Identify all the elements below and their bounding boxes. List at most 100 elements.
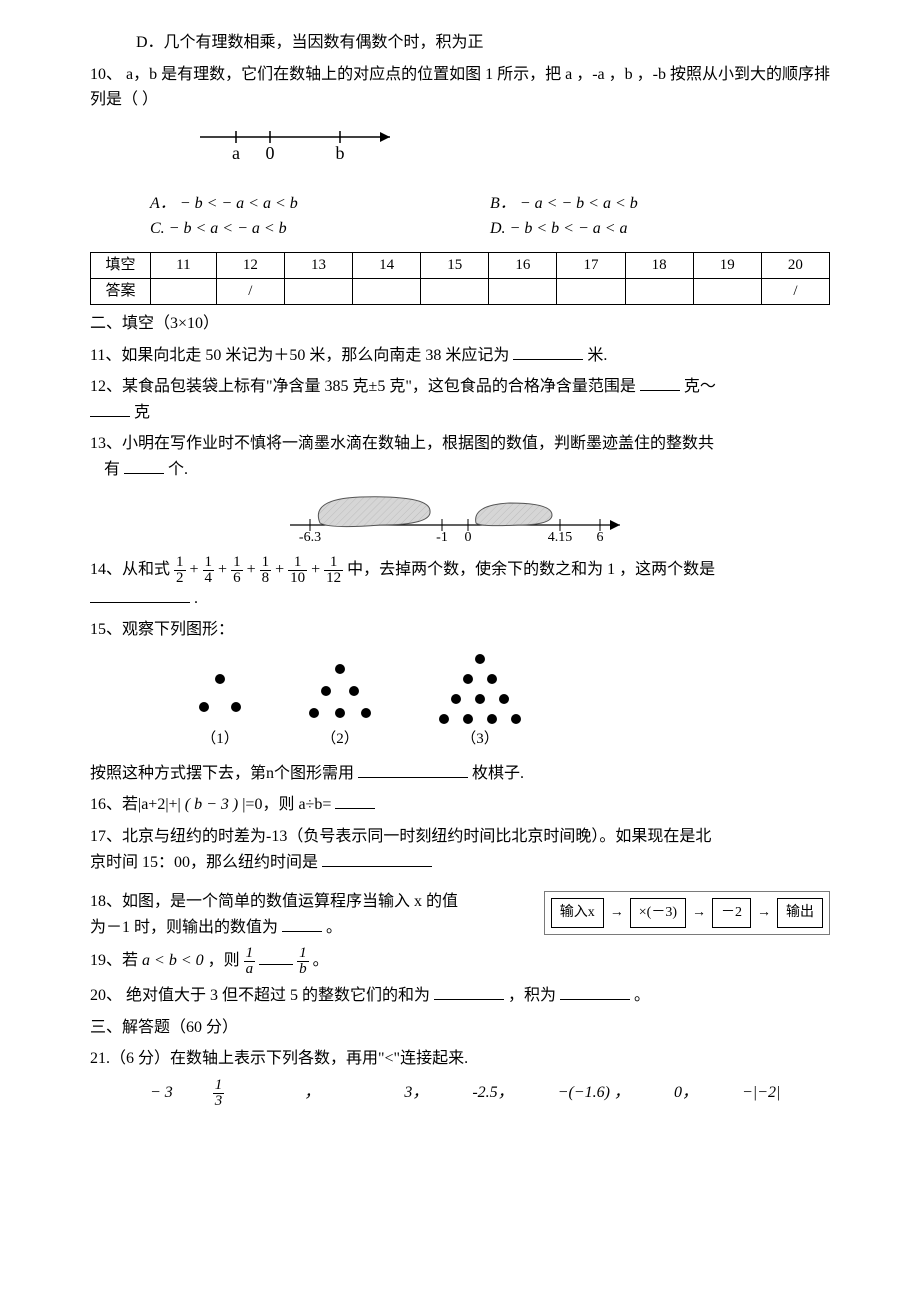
axis-label: 0 — [465, 530, 472, 545]
q10-opta: A． − b < − a < a < b — [150, 191, 490, 217]
q12-post: 克 — [134, 404, 150, 421]
q12-blank2[interactable] — [90, 401, 130, 417]
q10-optd: D. − b < b < − a < a — [490, 216, 830, 242]
table-cell: 17 — [557, 252, 625, 278]
table-cell — [151, 278, 217, 304]
q16-blank[interactable] — [335, 793, 375, 809]
table-cell: / — [761, 278, 829, 304]
q10-stem: 10、 a，b 是有理数，它们在数轴上的对应点的位置如图 1 所示，把 a ，-… — [90, 66, 830, 109]
q19-mid: ，则 — [208, 952, 240, 969]
table-cell — [557, 278, 625, 304]
table-cell: 14 — [353, 252, 421, 278]
q18-line2-post: 。 — [326, 919, 342, 936]
q21-item: − 313， — [150, 1084, 364, 1101]
q20-post: 。 — [634, 987, 650, 1004]
table-cell — [489, 278, 557, 304]
q20-pre: 20、 绝对值大于 3 但不超过 5 的整数它们的和为 — [90, 987, 430, 1004]
numline-label-b: b — [336, 143, 345, 163]
axis-label: -1 — [436, 530, 448, 545]
table-cell: 16 — [489, 252, 557, 278]
q14-tail: . — [194, 590, 198, 607]
q18-line2-pre: 为－1 时，则输出的数值为 — [90, 919, 278, 936]
table-cell: 11 — [151, 252, 217, 278]
q19-blank[interactable] — [259, 949, 293, 965]
table-row: 填空 11 12 13 14 15 16 17 18 19 20 — [91, 252, 830, 278]
q14-mid: 中，去掉两个数，使余下的数之和为 1 ，这两个数是 — [347, 561, 715, 578]
q21: 21.（6 分）在数轴上表示下列各数，再用"<"连接起来. — [90, 1046, 830, 1072]
fill-answer-table: 填空 11 12 13 14 15 16 17 18 19 20 答案 / / — [90, 252, 830, 305]
q15-stem: 15、观察下列图形： — [90, 621, 234, 638]
q11-blank[interactable] — [513, 344, 583, 360]
q12-mid: 克～ — [684, 378, 716, 395]
q18-blank[interactable] — [282, 916, 322, 932]
axis-label: 4.15 — [548, 530, 573, 545]
flow-sub: －2 — [712, 898, 751, 928]
q16-mid: |=0，则 a÷b= — [242, 796, 331, 813]
q18-line1: 18、如图，是一个简单的数值运算程序当输入 x 的值 — [90, 893, 458, 910]
q11-pre: 11、如果向北走 50 米记为＋50 米，那么向南走 38 米应记为 — [90, 347, 509, 364]
q17-line2: 京时间 15：00，那么纽约时间是 — [90, 854, 318, 871]
q14-pre: 14、从和式 — [90, 561, 170, 578]
table-cell — [625, 278, 693, 304]
q10-optc: C. − b < a < − a < b — [150, 216, 490, 242]
q10-optb: B． − a < − b < a < b — [490, 191, 830, 217]
q13-blank[interactable] — [124, 458, 164, 474]
q9-optd-text: D．几个有理数相乘，当因数有偶数个时，积为正 — [136, 34, 484, 51]
q19: 19、若 a < b < 0 ，则 1a 1b 。 — [90, 946, 830, 977]
table-cell — [353, 278, 421, 304]
q13: 13、小明在写作业时不慎将一滴墨水滴在数轴上，根据图的数值，判断墨迹盖住的整数共… — [90, 431, 830, 482]
q13-inkdrop-figure: -6.3 -1 0 4.15 6 — [280, 489, 640, 549]
numline-label-0: 0 — [266, 143, 275, 163]
frac: 110 — [288, 555, 307, 586]
fig-label: （3） — [461, 730, 499, 747]
table-cell: 12 — [216, 252, 284, 278]
q10-numberline-figure: a 0 b — [190, 119, 410, 169]
q20-mid: ，积为 — [508, 987, 556, 1004]
q20-blank1[interactable] — [434, 984, 504, 1000]
q21-stem: 21.（6 分）在数轴上表示下列各数，再用"<"连接起来. — [90, 1050, 468, 1067]
axis-label: -6.3 — [299, 530, 321, 545]
frac: 16 — [231, 555, 243, 586]
arrow-icon: → — [608, 902, 626, 924]
q14-blank[interactable] — [90, 602, 190, 603]
table-cell: 18 — [625, 252, 693, 278]
arrow-icon: → — [690, 902, 708, 924]
q19-cond: a < b < 0 — [142, 952, 204, 969]
q10-options: A． − b < − a < a < b B． − a < − b < a < … — [90, 191, 830, 242]
table-cell: 20 — [761, 252, 829, 278]
q18: 输入x → ×(－3) → －2 → 输出 18、如图，是一个简单的数值运算程序… — [90, 889, 830, 940]
q20-blank2[interactable] — [560, 984, 630, 1000]
frac: 1b — [297, 946, 309, 977]
q12-blank1[interactable] — [640, 375, 680, 391]
q21-item: −|−2| — [742, 1084, 780, 1101]
frac: 14 — [203, 555, 215, 586]
table-cell: 15 — [421, 252, 489, 278]
frac: 1a — [244, 946, 256, 977]
q17-blank[interactable] — [322, 851, 432, 867]
q12-pre: 12、某食品包装袋上标有"净含量 385 克±5 克"，这包食品的合格净含量范围… — [90, 378, 636, 395]
q16-pre: 16、若|a+2|+| — [90, 796, 181, 813]
table-cell: 答案 — [91, 278, 151, 304]
flow-input: 输入x — [551, 898, 604, 928]
q11: 11、如果向北走 50 米记为＋50 米，那么向南走 38 米应记为 米. — [90, 343, 830, 369]
fig-label: （2） — [321, 730, 359, 747]
section-2-heading: 二、填空（3×10） — [90, 311, 830, 337]
q18-flowchart: 输入x → ×(－3) → －2 → 输出 — [544, 891, 830, 935]
fig-label: （1） — [201, 730, 239, 747]
table-cell: 填空 — [91, 252, 151, 278]
table-row: 答案 / / — [91, 278, 830, 304]
frac: 18 — [260, 555, 272, 586]
q15: 15、观察下列图形： — [90, 617, 830, 643]
q15-pattern-figure: （1） （2） （3） — [170, 651, 590, 761]
q21-item: -2.5， — [472, 1084, 513, 1101]
q21-numbers: − 313， 3， -2.5， −(−1.6) ， 0， −|−2| — [90, 1078, 830, 1109]
q9-option-d: D．几个有理数相乘，当因数有偶数个时，积为正 — [90, 30, 830, 56]
q19-post: 。 — [313, 952, 329, 969]
table-cell — [693, 278, 761, 304]
q15-blank[interactable] — [358, 762, 468, 778]
table-cell: 13 — [284, 252, 352, 278]
axis-label: 6 — [597, 530, 604, 545]
q13-line2-post: 个. — [168, 461, 188, 478]
q11-post: 米. — [587, 347, 607, 364]
q17: 17、北京与纽约的时差为-13（负号表示同一时刻纽约时间比北京时间晚）。如果现在… — [90, 824, 830, 875]
